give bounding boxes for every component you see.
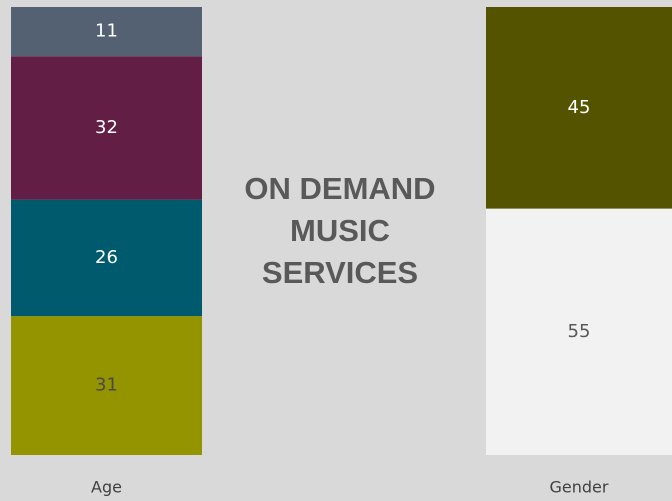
bar-segment — [11, 199, 202, 317]
data-label: 55 — [568, 321, 591, 342]
x-tick-label: Age — [91, 478, 122, 497]
bar-segment — [486, 7, 672, 209]
bar-segment — [11, 7, 202, 57]
data-label: 32 — [95, 117, 118, 138]
data-label: 26 — [95, 247, 118, 268]
bar-segment — [11, 316, 202, 455]
data-label: 45 — [568, 97, 591, 118]
chart-title: ON DEMAND MUSIC SERVICES — [244, 171, 436, 290]
bar-segment — [11, 56, 202, 200]
x-tick-label: Gender — [550, 478, 609, 497]
bar-segment — [486, 208, 672, 455]
data-label: 11 — [95, 21, 118, 42]
data-label: 31 — [95, 375, 118, 396]
